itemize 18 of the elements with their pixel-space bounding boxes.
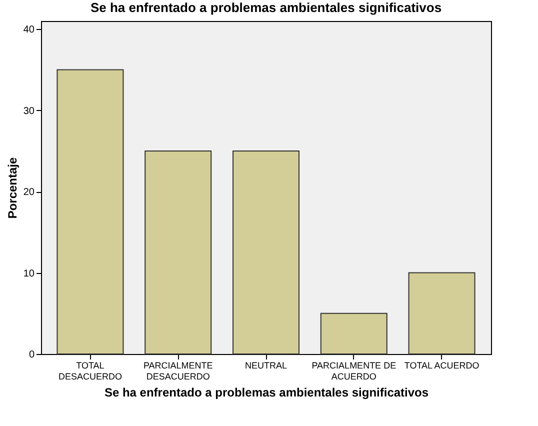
- bar: [144, 150, 212, 354]
- x-axis-title: Se ha enfrentado a problemas ambientales significativos: [104, 386, 429, 400]
- y-axis-title: Porcentaje: [5, 156, 20, 219]
- x-tick-label: PARCIALMENTE DESACUERDO: [143, 360, 213, 382]
- x-tick-label: NEUTRAL: [244, 360, 288, 370]
- x-tick-label: PARCIALMENTE DE ACUERDO: [312, 360, 396, 382]
- y-tick-label: 30: [23, 106, 35, 117]
- bar: [320, 312, 388, 354]
- y-tick-label: 0: [28, 350, 35, 360]
- x-tick-label: TOTAL DESACUERDO: [58, 360, 122, 382]
- y-tick-label: 20: [23, 187, 35, 198]
- chart-title: Se ha enfrentado a problemas ambientales significativos: [90, 0, 442, 15]
- x-tick-label: TOTAL ACUERDO: [404, 360, 480, 370]
- y-tick-label: 10: [23, 268, 35, 280]
- bar: [232, 150, 300, 354]
- bar: [408, 272, 476, 354]
- bar: [56, 69, 124, 354]
- y-tick-label: 40: [23, 24, 35, 36]
